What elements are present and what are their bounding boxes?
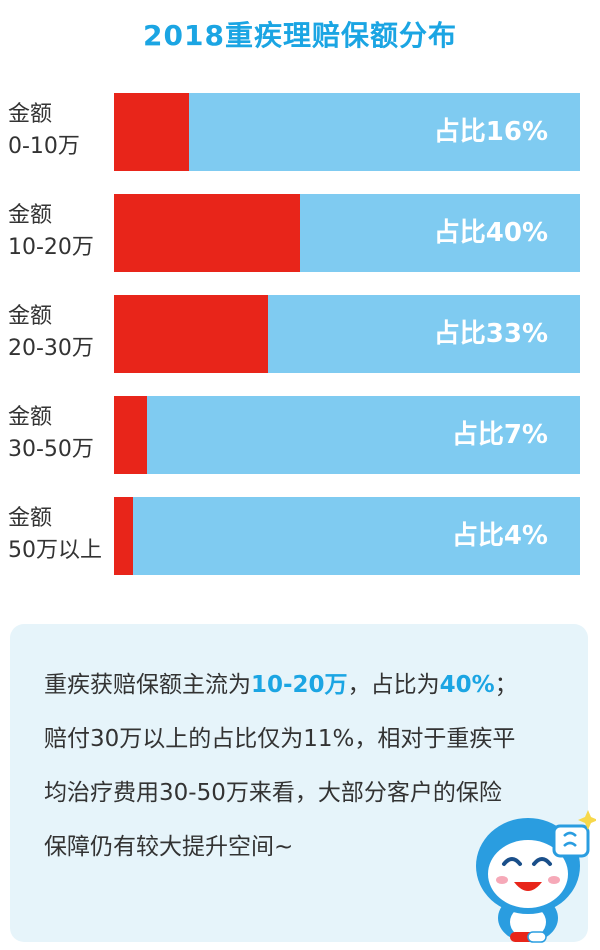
category-label-line: 30-50万 <box>8 437 94 462</box>
summary-line-2: 赔付30万以上的占比仅为11%，相对于重疾平 <box>44 726 516 752</box>
chart-title: 2018重疾理赔保额分布 <box>143 19 457 52</box>
bar-track: 占比4% <box>114 497 580 575</box>
bar <box>114 93 189 171</box>
data-label: 占比33% <box>433 319 548 349</box>
summary-highlight-range: 10-20万 <box>251 672 348 698</box>
summary-line-1-text-c: ； <box>494 672 518 698</box>
category-label: 金额 0-10万 <box>8 99 108 163</box>
category-label: 金额 20-30万 <box>8 301 108 365</box>
summary-text: 重疾获赔保额主流为10-20万，占比为40%； 赔付30万以上的占比仅为11%，… <box>44 658 564 874</box>
category-label-line: 10-20万 <box>8 235 94 260</box>
bar <box>114 497 133 575</box>
mascot-icon <box>476 810 596 943</box>
category-label-line: 金额 <box>8 102 53 127</box>
bar <box>114 194 301 272</box>
category-label-line: 50万以上 <box>8 538 102 563</box>
data-label: 占比4% <box>451 521 548 551</box>
summary-line-1: 重疾获赔保额主流为10-20万，占比为40%； <box>44 658 564 712</box>
bar-track: 占比33% <box>114 295 580 373</box>
summary-line-1-text-a: 重疾获赔保额主流为 <box>44 672 251 698</box>
summary-line-4: 保障仍有较大提升空间~ <box>44 834 294 860</box>
category-label-line: 20-30万 <box>8 336 94 361</box>
category-label-line: 金额 <box>8 405 53 430</box>
category-label-line: 金额 <box>8 304 53 329</box>
summary-line-3: 均治疗费用30-50万来看，大部分客户的保险 <box>44 780 502 806</box>
category-label-line: 0-10万 <box>8 134 80 159</box>
summary-line-1-text-b: ，占比为 <box>347 672 440 698</box>
bar-chart: 金额 0-10万 占比16% 金额 10-20万 占比40% 金额 20-30万 占比33% 金额… <box>8 93 580 575</box>
category-label-line: 金额 <box>8 506 53 531</box>
bar-track: 占比40% <box>114 194 580 272</box>
category-label: 金额 50万以上 <box>8 503 108 567</box>
bar-track: 占比7% <box>114 396 580 474</box>
summary-note: 重疾获赔保额主流为10-20万，占比为40%； 赔付30万以上的占比仅为11%，… <box>10 624 588 942</box>
summary-highlight-percent: 40% <box>439 672 495 698</box>
category-label: 金额 30-50万 <box>8 402 108 466</box>
bar-track: 占比16% <box>114 93 580 171</box>
bar <box>114 295 268 373</box>
category-label: 金额 10-20万 <box>8 200 108 264</box>
data-label: 占比40% <box>433 218 548 248</box>
data-label: 占比7% <box>451 420 548 450</box>
bar <box>114 396 147 474</box>
data-label: 占比16% <box>433 117 548 147</box>
category-label-line: 金额 <box>8 203 53 228</box>
